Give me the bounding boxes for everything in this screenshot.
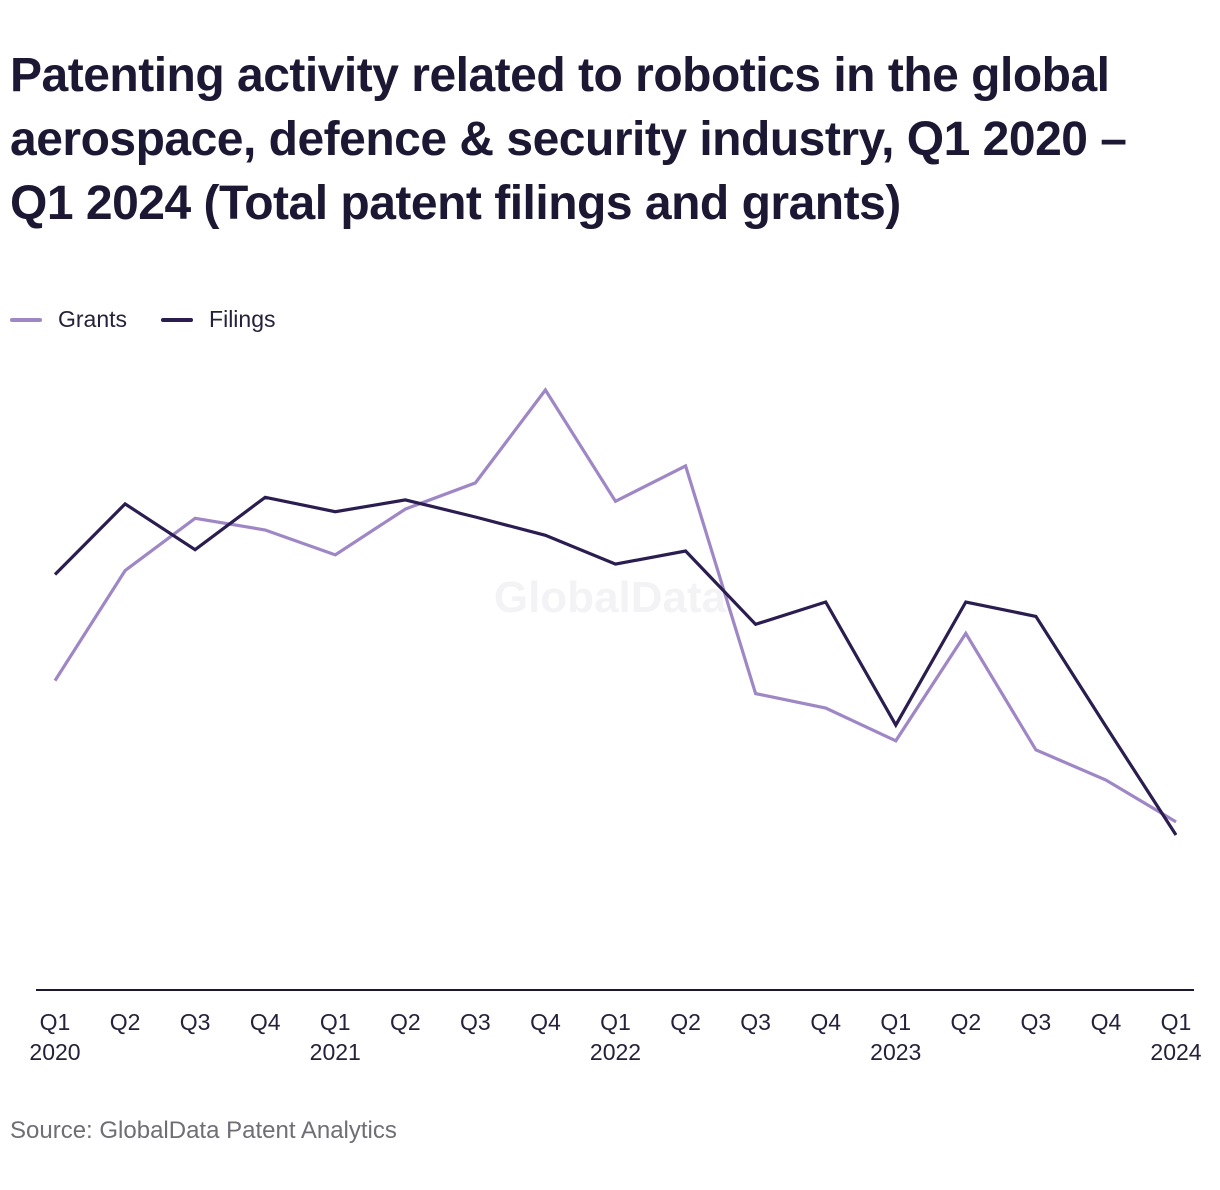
- x-tick-label: Q1: [600, 1009, 631, 1035]
- chart-legend: Grants Filings: [10, 306, 276, 333]
- legend-label-grants: Grants: [58, 306, 128, 332]
- x-tick-year-label: 2020: [29, 1039, 80, 1065]
- x-tick-label: Q1: [880, 1009, 911, 1035]
- chart-title: Patenting activity related to robotics i…: [10, 49, 1127, 230]
- x-tick-label: Q2: [670, 1009, 701, 1035]
- source-note: Source: GlobalData Patent Analytics: [10, 1117, 397, 1144]
- x-tick-label: Q3: [740, 1009, 771, 1035]
- x-tick-label: Q4: [530, 1009, 561, 1035]
- legend-item-filings: Filings: [161, 306, 276, 333]
- series-line-grants: [53, 387, 1177, 824]
- x-tick-label: Q3: [460, 1009, 491, 1035]
- x-tick-label: Q1: [1161, 1009, 1192, 1035]
- legend-swatch-grants: [10, 317, 42, 322]
- x-tick-label: Q1: [320, 1009, 351, 1035]
- x-tick-label: Q2: [950, 1009, 981, 1035]
- legend-swatch-filings: [161, 317, 194, 322]
- x-tick-label: Q1: [40, 1009, 71, 1035]
- x-tick-year-label: 2023: [870, 1039, 921, 1065]
- watermark: GlobalData: [494, 573, 727, 622]
- x-tick-label: Q2: [390, 1009, 421, 1035]
- x-tick-label: Q4: [1091, 1009, 1122, 1035]
- x-tick-label: Q4: [810, 1009, 841, 1035]
- x-tick-year-label: 2022: [590, 1039, 641, 1065]
- x-tick-year-label: 2021: [310, 1039, 361, 1065]
- x-tick-label: Q2: [110, 1009, 141, 1035]
- legend-label-filings: Filings: [209, 306, 276, 332]
- series-line-filings: [53, 495, 1178, 836]
- x-tick-label: Q3: [1021, 1009, 1052, 1035]
- x-tick-label: Q3: [180, 1009, 211, 1035]
- x-tick-label: Q4: [250, 1009, 281, 1035]
- x-tick-year-label: 2024: [1150, 1039, 1201, 1065]
- legend-item-grants: Grants: [10, 306, 127, 333]
